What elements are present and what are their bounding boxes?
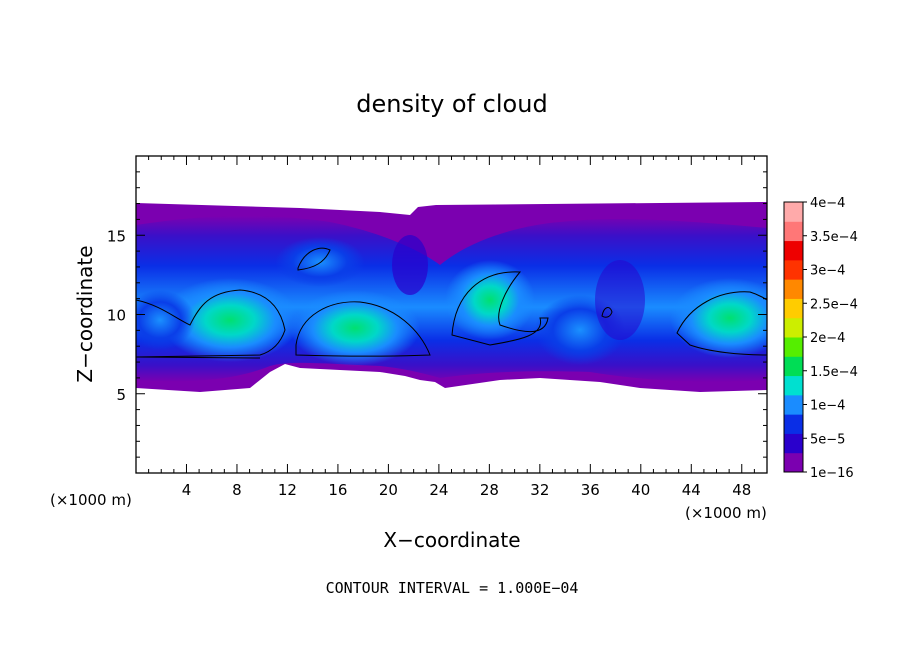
- x-tick-label: 16: [328, 481, 347, 499]
- colorbar-swatch: [784, 317, 803, 338]
- colorbar-swatch: [784, 375, 803, 396]
- cloud-core: [670, 278, 767, 358]
- colorbar-label: 2.5e−4: [810, 297, 858, 312]
- x-tick-label: 8: [232, 481, 242, 499]
- colorbar-swatch: [784, 433, 803, 454]
- chart-title: density of cloud: [356, 90, 547, 118]
- colorbar: 1e−16 5e−5 1e−4 1.5e−4 2e−4 2.5e−4 3e−4 3.5e−4 4…: [783, 196, 858, 481]
- colorbar-swatch: [784, 394, 803, 415]
- cloud-streak: [595, 260, 645, 340]
- x-tick-label: 32: [530, 481, 549, 499]
- colorbar-swatch: [784, 452, 803, 473]
- x-axis: 4 8 12 16 20 24 28 32 36 40 44 48: [148, 156, 755, 499]
- x-tick-label: 4: [182, 481, 192, 499]
- colorbar-swatch: [784, 221, 803, 242]
- colorbar-label: 1e−4: [810, 399, 845, 414]
- colorbar-swatch: [784, 259, 803, 280]
- x-tick-label: 12: [278, 481, 297, 499]
- colorbar-swatch: [784, 337, 803, 357]
- x-tick-label: 28: [480, 481, 499, 499]
- colorbar-label: 3.5e−4: [810, 230, 858, 245]
- x-axis-label: X−coordinate: [383, 528, 520, 552]
- cloud-core: [160, 278, 300, 362]
- colorbar-swatch: [784, 298, 803, 319]
- x-tick-label: 20: [379, 481, 398, 499]
- colorbar-swatch: [784, 202, 803, 222]
- x-axis-unit: (×1000 m): [50, 491, 132, 509]
- x-tick-label: 24: [429, 481, 448, 499]
- colorbar-label: 4e−4: [810, 196, 845, 211]
- cloud-streak: [392, 235, 428, 295]
- y-tick-label: 10: [107, 307, 126, 325]
- colorbar-label: 5e−5: [810, 432, 845, 447]
- colorbar-swatch: [784, 414, 803, 434]
- y-axis-unit: (×1000 m): [685, 504, 767, 522]
- colorbar-label: 3e−4: [810, 264, 845, 279]
- contour-lines: [136, 247, 767, 359]
- contour-interval: CONTOUR INTERVAL = 1.000E−04: [326, 579, 579, 597]
- cloud-core: [136, 290, 195, 350]
- y-axis-label: Z−coordinate: [73, 245, 97, 382]
- x-tick-label: 44: [682, 481, 701, 499]
- colorbar-label: 2e−4: [810, 331, 845, 346]
- x-tick-label: 48: [732, 481, 751, 499]
- colorbar-label: 1e−16: [810, 466, 854, 481]
- colorbar-swatch: [784, 279, 803, 299]
- y-tick-label: 15: [107, 227, 126, 245]
- density-field: [136, 202, 767, 392]
- colorbar-label: 1.5e−4: [810, 365, 858, 380]
- colorbar-swatch: [784, 240, 803, 261]
- y-axis: 5 10 15: [107, 171, 767, 458]
- colorbar-swatch: [784, 356, 803, 377]
- cloud-core: [445, 260, 535, 340]
- x-tick-label: 40: [631, 481, 650, 499]
- x-tick-label: 36: [581, 481, 600, 499]
- y-tick-label: 5: [116, 386, 126, 404]
